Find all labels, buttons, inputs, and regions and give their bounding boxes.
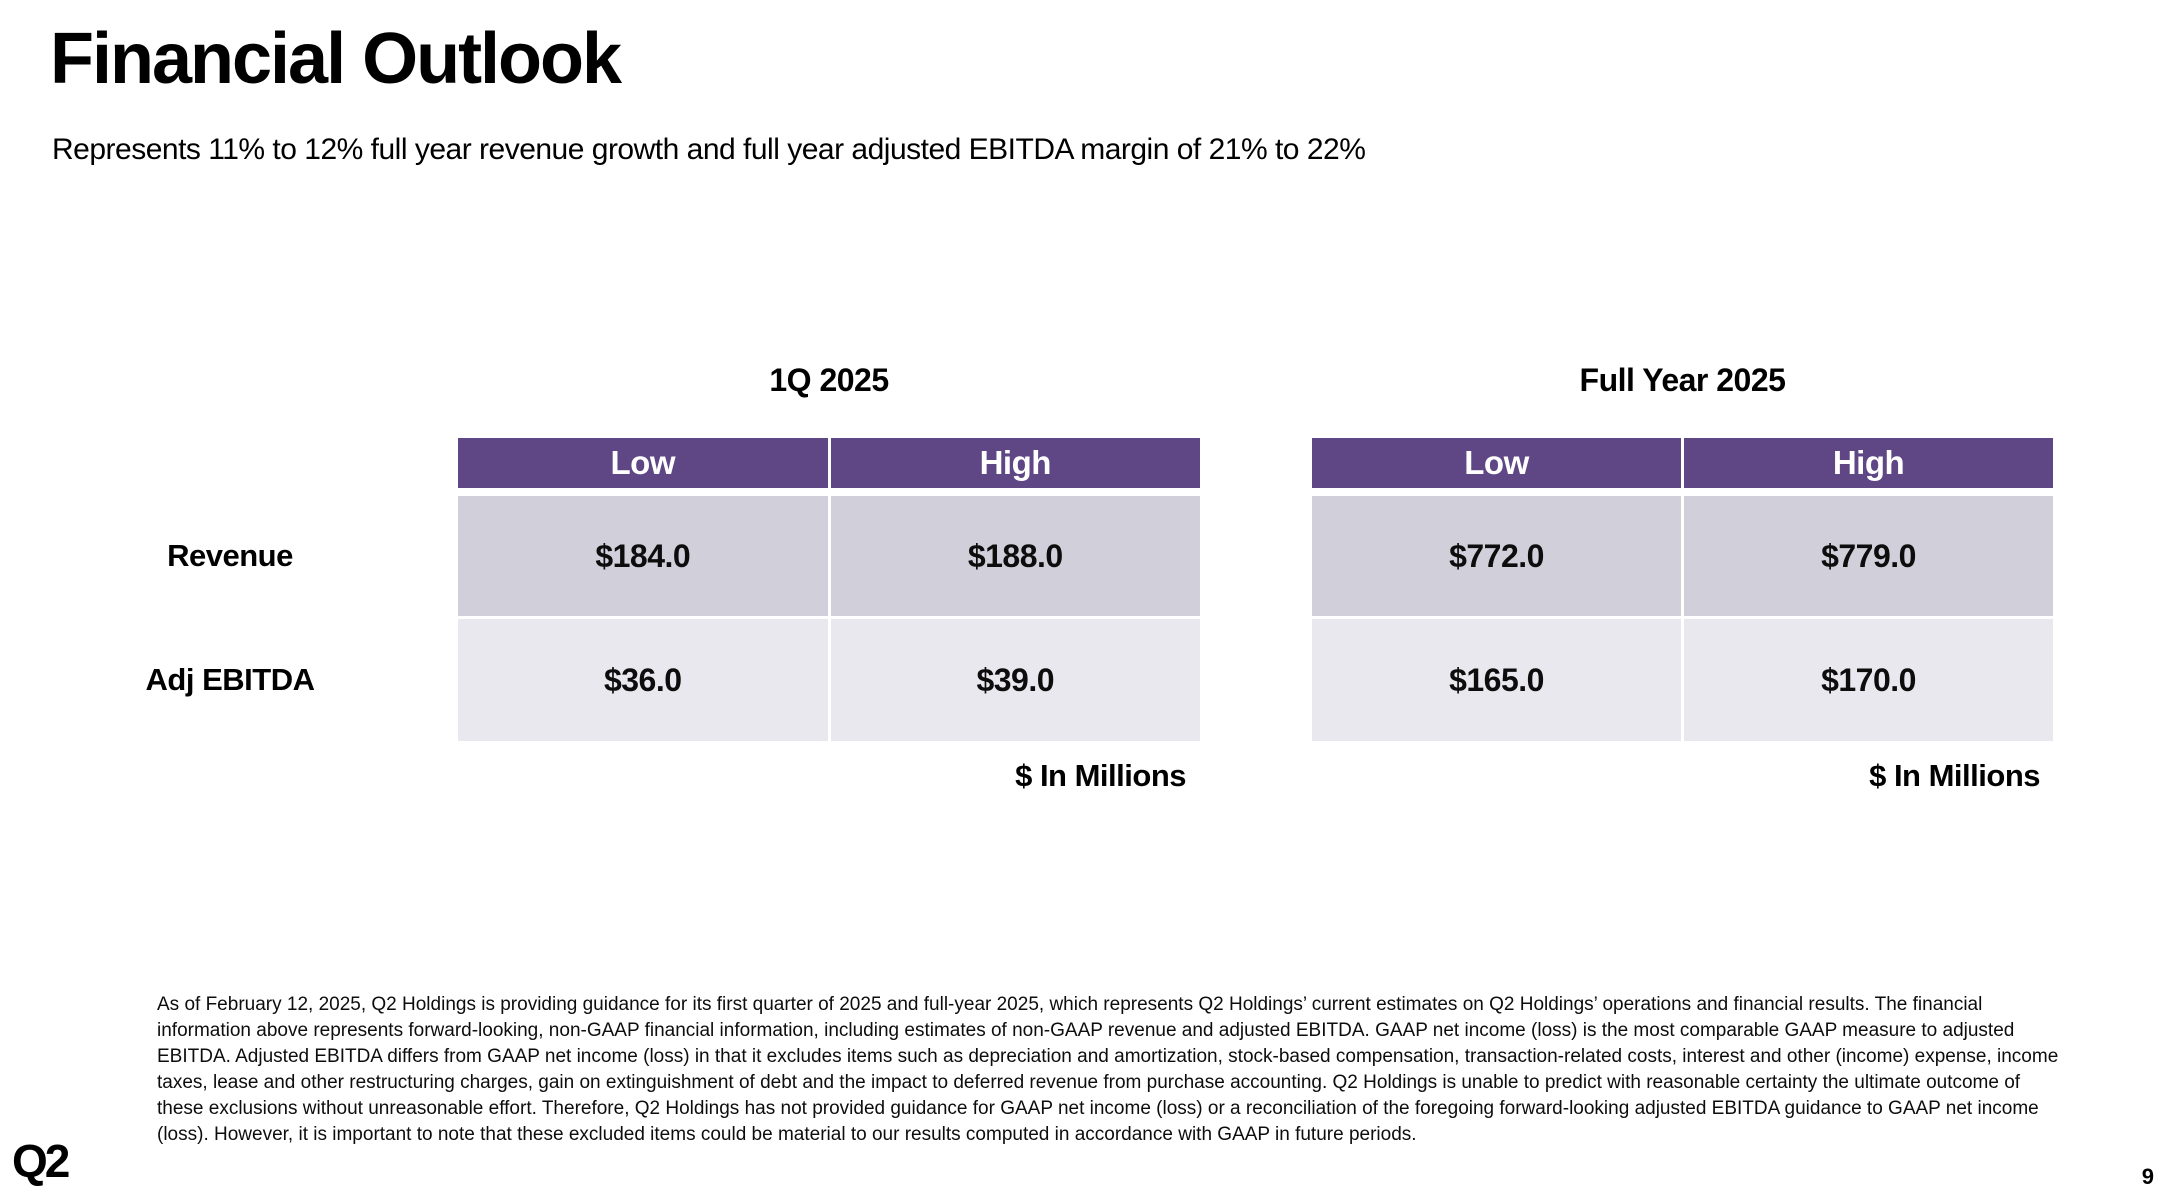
q2-logo: Q2 [12, 1135, 70, 1187]
guidance-table-1q-2025: Low High $184.0 $188.0 $36.0 $39.0 [458, 438, 1200, 744]
cell-adj-ebitda-low: $165.0 [1312, 619, 1681, 741]
table-title-full-year-2025: Full Year 2025 [1579, 362, 1786, 398]
disclaimer-text: As of February 12, 2025, Q2 Holdings is … [157, 994, 2059, 1145]
units-note-full-year-2025: $ In Millions [1869, 758, 2040, 793]
table-header-row: Low High [458, 438, 1200, 488]
table-title-1q-2025: 1Q 2025 [769, 362, 889, 398]
cell-revenue-low: $184.0 [458, 496, 828, 616]
table-row-adj-ebitda: $36.0 $39.0 [458, 619, 1200, 741]
column-header-low: Low [458, 438, 828, 488]
column-header-high: High [830, 438, 1200, 488]
table-row-adj-ebitda: $165.0 $170.0 [1312, 619, 2053, 741]
row-label-revenue: Revenue [167, 538, 293, 573]
column-header-high: High [1684, 438, 2053, 488]
page-title: Financial Outlook [50, 19, 622, 99]
table-row-revenue: $772.0 $779.0 [1312, 496, 2053, 616]
slide-subtitle: Represents 11% to 12% full year revenue … [52, 133, 1366, 166]
row-label-adj-ebitda: Adj EBITDA [145, 662, 315, 697]
table-header-row: Low High [1312, 438, 2053, 488]
cell-adj-ebitda-high: $39.0 [830, 619, 1200, 741]
units-note-1q-2025: $ In Millions [1015, 758, 1186, 793]
cell-revenue-high: $779.0 [1684, 496, 2053, 616]
guidance-table-full-year-2025: Low High $772.0 $779.0 $165.0 $170.0 [1312, 438, 2053, 744]
cell-adj-ebitda-low: $36.0 [458, 619, 828, 741]
page-number: 9 [2141, 1164, 2154, 1189]
table-row-revenue: $184.0 $188.0 [458, 496, 1200, 616]
cell-revenue-high: $188.0 [830, 496, 1200, 616]
cell-adj-ebitda-high: $170.0 [1684, 619, 2053, 741]
column-header-low: Low [1312, 438, 1681, 488]
cell-revenue-low: $772.0 [1312, 496, 1681, 616]
